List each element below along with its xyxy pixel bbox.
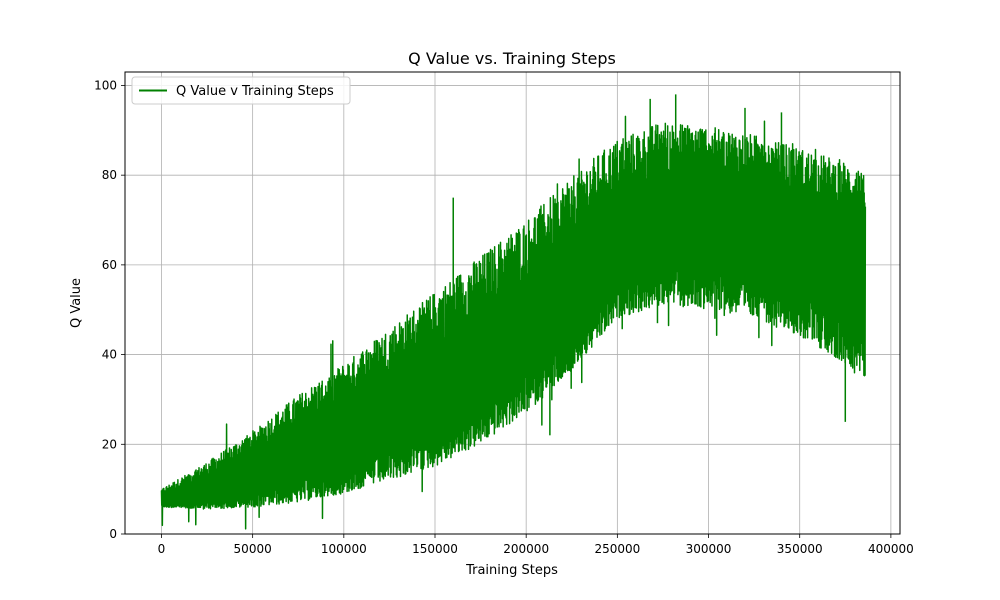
x-axis-label: Training Steps: [465, 563, 558, 578]
x-tick-label: 100000: [321, 542, 367, 556]
x-tick-label: 350000: [777, 542, 823, 556]
y-axis-label: Q Value: [69, 278, 84, 328]
legend-entry-label: Q Value v Training Steps: [176, 84, 334, 99]
x-tick-label: 200000: [503, 542, 549, 556]
x-tick-label: 50000: [234, 542, 272, 556]
plot-frame: [124, 71, 901, 535]
chart-title: Q Value vs. Training Steps: [408, 49, 616, 68]
x-tick-label: 150000: [412, 542, 458, 556]
y-tick-label: 0: [109, 527, 117, 541]
y-tick-label: 100: [94, 78, 117, 92]
y-axis-ticks: 0 20 40 60 80 100: [94, 78, 125, 541]
x-tick-label: 250000: [594, 542, 640, 556]
series-line: [160, 115, 867, 530]
y-tick-label: 40: [102, 348, 117, 362]
y-tick-label: 20: [102, 437, 117, 451]
x-tick-label: 300000: [686, 542, 732, 556]
legend-box: [131, 76, 351, 105]
x-axis-ticks: 0 50000 100000 150000 200000 250000 300000 3500…: [158, 534, 914, 556]
legend: Q Value v Training Steps: [131, 76, 351, 105]
y-tick-label: 60: [102, 258, 117, 272]
y-tick-label: 80: [102, 168, 117, 182]
series-layer: [160, 94, 867, 530]
x-tick-label: 400000: [868, 542, 914, 556]
x-tick-label: 0: [158, 542, 166, 556]
